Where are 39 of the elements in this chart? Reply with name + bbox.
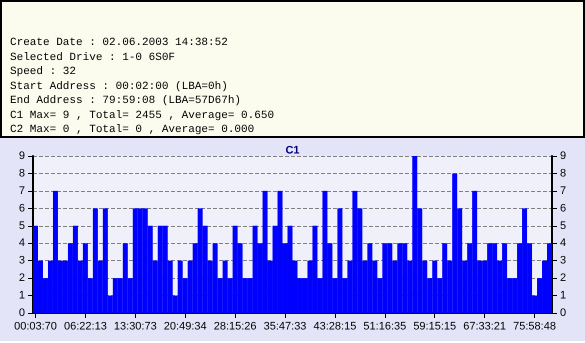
y-tick-label: 0 xyxy=(18,307,25,319)
text: Speed : 32 xyxy=(10,65,78,80)
x-tick-label: 00:03:70 xyxy=(14,320,57,332)
text: End Address : 79:59:08 (LBA=57D67h) xyxy=(10,94,242,108)
x-tick-label: 59:15:15 xyxy=(413,320,456,332)
y2-tick-label: 4 xyxy=(560,237,566,250)
x-tick-label: 35:47:33 xyxy=(264,320,306,332)
y-tick-label: 5 xyxy=(18,220,25,232)
x-tick-label: 13:30:73 xyxy=(114,320,157,332)
y2-tick-label: 7 xyxy=(560,184,566,197)
y-tick-label: 1 xyxy=(18,290,25,302)
x-tick-label: 51:16:35 xyxy=(363,320,406,332)
y-tick-label: 8 xyxy=(18,167,25,180)
y-tick-label: 3 xyxy=(18,254,25,267)
y-tick-label: 2 xyxy=(18,272,25,284)
y2-tick-label: 9 xyxy=(560,150,566,162)
y2-tick-label: 6 xyxy=(560,202,566,214)
x-tick-label: 06:22:13 xyxy=(64,320,107,332)
y2-tick-label: 8 xyxy=(560,167,566,180)
chart-title: C1 xyxy=(285,144,300,156)
y2-tick-label: 2 xyxy=(560,272,566,284)
y-tick-label: 7 xyxy=(18,184,25,197)
x-tick-label: 43:28:15 xyxy=(314,320,356,332)
y2-tick-label: 3 xyxy=(560,254,566,267)
y2-tick-label: 5 xyxy=(560,220,566,232)
y2-tick-label: 1 xyxy=(560,290,566,302)
y-tick-label: 9 xyxy=(18,150,25,162)
x-tick-label: 28:15:26 xyxy=(214,320,257,332)
text: Start Address : 00:02:00 (LBA=0h) xyxy=(10,80,229,94)
text: C1 Max= 9 , Total= 2455 , Average= 0.650 xyxy=(10,108,276,123)
text: Selected Drive : 1-0 6S0F xyxy=(10,50,176,65)
x-tick-label: 67:33:21 xyxy=(463,320,506,332)
text: C2 Max= 0 , Total= 0 , Average= 0.000 xyxy=(10,123,256,138)
y-tick-label: 6 xyxy=(18,202,25,214)
y-tick-label: 4 xyxy=(18,237,25,250)
x-tick-label: 20:49:34 xyxy=(164,320,207,332)
text: Create Date : 02.06.2003 14:38:52 xyxy=(10,36,229,50)
x-tick-label: 75:58:48 xyxy=(513,320,556,332)
y2-tick-label: 0 xyxy=(560,307,566,319)
